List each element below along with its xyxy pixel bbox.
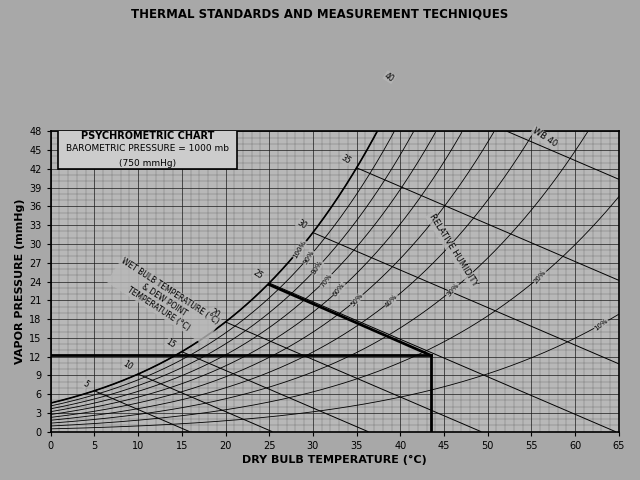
Text: 50%: 50% [349,292,364,308]
Text: THERMAL STANDARDS AND MEASUREMENT TECHNIQUES: THERMAL STANDARDS AND MEASUREMENT TECHNI… [131,7,509,20]
X-axis label: DRY BULB TEMPERATURE (°C): DRY BULB TEMPERATURE (°C) [243,455,427,465]
Text: 15: 15 [164,337,177,350]
Text: RELATIVE HUMIDITY: RELATIVE HUMIDITY [427,213,479,288]
Text: 10: 10 [121,360,134,372]
Text: WB 40: WB 40 [531,126,558,149]
Text: 40: 40 [383,71,396,84]
Text: 35: 35 [339,153,352,166]
Text: 5: 5 [81,379,90,389]
Text: 90%: 90% [302,249,315,265]
Text: PSYCHROMETRIC CHART: PSYCHROMETRIC CHART [81,131,214,141]
Text: 20%: 20% [533,269,547,285]
Text: 40%: 40% [384,293,399,309]
Text: 100%: 100% [292,239,307,260]
Text: 30: 30 [296,218,308,231]
Text: (750 mmHg): (750 mmHg) [118,159,176,168]
Text: 20: 20 [208,307,221,320]
FancyBboxPatch shape [58,128,237,169]
Text: 80%: 80% [310,260,324,276]
Text: 30%: 30% [445,282,460,298]
Text: 70%: 70% [319,272,333,288]
Text: BAROMETRIC PRESSURE = 1000 mb: BAROMETRIC PRESSURE = 1000 mb [66,144,228,153]
Text: 10%: 10% [593,317,609,332]
Text: WET BULB TEMPERATURE (°C)
& DEW POINT
TEMPERATURE (°C): WET BULB TEMPERATURE (°C) & DEW POINT TE… [108,257,220,344]
Text: 25: 25 [252,268,265,281]
Y-axis label: VAPOR PRESSURE (mmHg): VAPOR PRESSURE (mmHg) [15,199,25,364]
Text: 60%: 60% [332,282,346,298]
